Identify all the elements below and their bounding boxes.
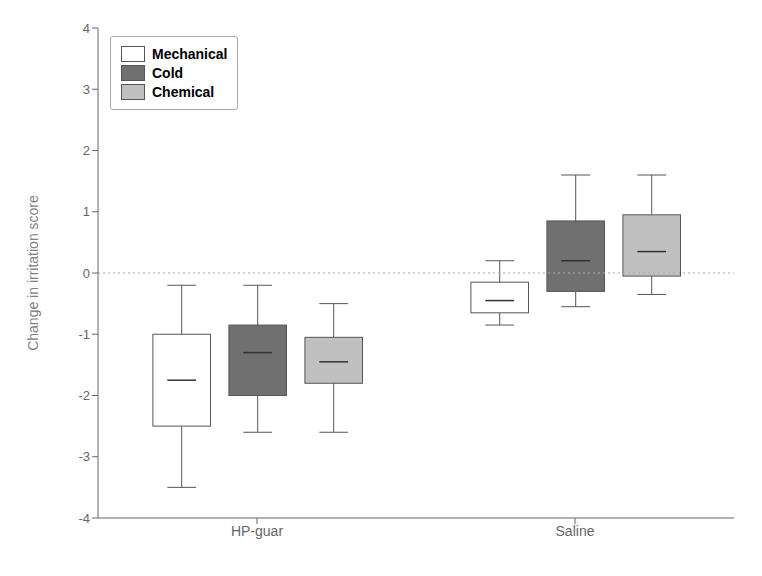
svg-text:2: 2 [83,143,90,158]
svg-text:HP-guar: HP-guar [231,523,283,539]
svg-text:-4: -4 [78,511,90,526]
svg-text:Saline: Saline [556,523,595,539]
svg-text:0: 0 [83,266,90,281]
svg-text:1: 1 [83,204,90,219]
svg-text:-1: -1 [78,327,90,342]
svg-text:4: 4 [83,21,90,36]
html-text:Cold: Cold [152,65,184,81]
svg-text:-3: -3 [78,449,90,464]
svg-text:3: 3 [83,82,90,97]
html-text:Chemical: Chemical [152,84,215,100]
svg-text:Change in irritation score: Change in irritation score [25,195,41,351]
svg-text:-2: -2 [78,388,90,403]
html-text:Mechanical: Mechanical [152,46,228,62]
